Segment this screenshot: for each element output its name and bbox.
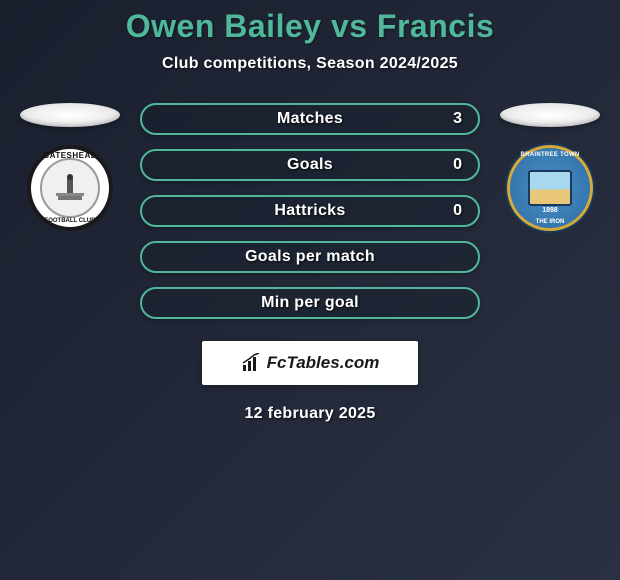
stat-row-hattricks: Hattricks 0: [140, 195, 480, 227]
left-side: GATESHEAD FOOTBALL CLUB: [20, 103, 120, 231]
stat-label: Matches: [277, 110, 343, 128]
stat-row-goals: Goals 0: [140, 149, 480, 181]
left-club-sub: FOOTBALL CLUB: [31, 218, 109, 224]
stat-label: Min per goal: [261, 294, 359, 312]
right-club-ring-top: BRAINTREE TOWN: [510, 152, 590, 158]
main-row: GATESHEAD FOOTBALL CLUB Matches 3 Goa: [0, 103, 620, 319]
stats-column: Matches 3 Goals 0 Hattricks 0 Goals per …: [140, 103, 480, 319]
right-club-inner-icon: [528, 170, 572, 206]
left-platform-ellipse: [20, 103, 120, 127]
brand-box[interactable]: FcTables.com: [202, 341, 418, 385]
subtitle: Club competitions, Season 2024/2025: [0, 55, 620, 73]
brand-text: FcTables.com: [267, 353, 380, 373]
date-text: 12 february 2025: [0, 405, 620, 423]
stat-value: 3: [453, 110, 462, 128]
stat-value: 0: [453, 202, 462, 220]
right-club-year: 1898: [510, 207, 590, 214]
right-club-ring-bot: THE IRON: [510, 219, 590, 225]
right-club-badge: BRAINTREE TOWN 1898 THE IRON: [507, 145, 593, 231]
stat-label: Goals: [287, 156, 333, 174]
chart-icon: [241, 353, 261, 373]
left-club-inner-icon: [40, 158, 100, 218]
left-club-badge: GATESHEAD FOOTBALL CLUB: [27, 145, 113, 231]
right-side: BRAINTREE TOWN 1898 THE IRON: [500, 103, 600, 231]
stat-value: 0: [453, 156, 462, 174]
right-platform-ellipse: [500, 103, 600, 127]
stat-row-matches: Matches 3: [140, 103, 480, 135]
stat-row-min-per-goal: Min per goal: [140, 287, 480, 319]
stat-label: Goals per match: [245, 248, 375, 266]
angel-icon: [50, 173, 90, 203]
stat-row-goals-per-match: Goals per match: [140, 241, 480, 273]
stat-label: Hattricks: [274, 202, 345, 220]
comparison-card: Owen Bailey vs Francis Club competitions…: [0, 0, 620, 423]
page-title: Owen Bailey vs Francis: [0, 8, 620, 45]
